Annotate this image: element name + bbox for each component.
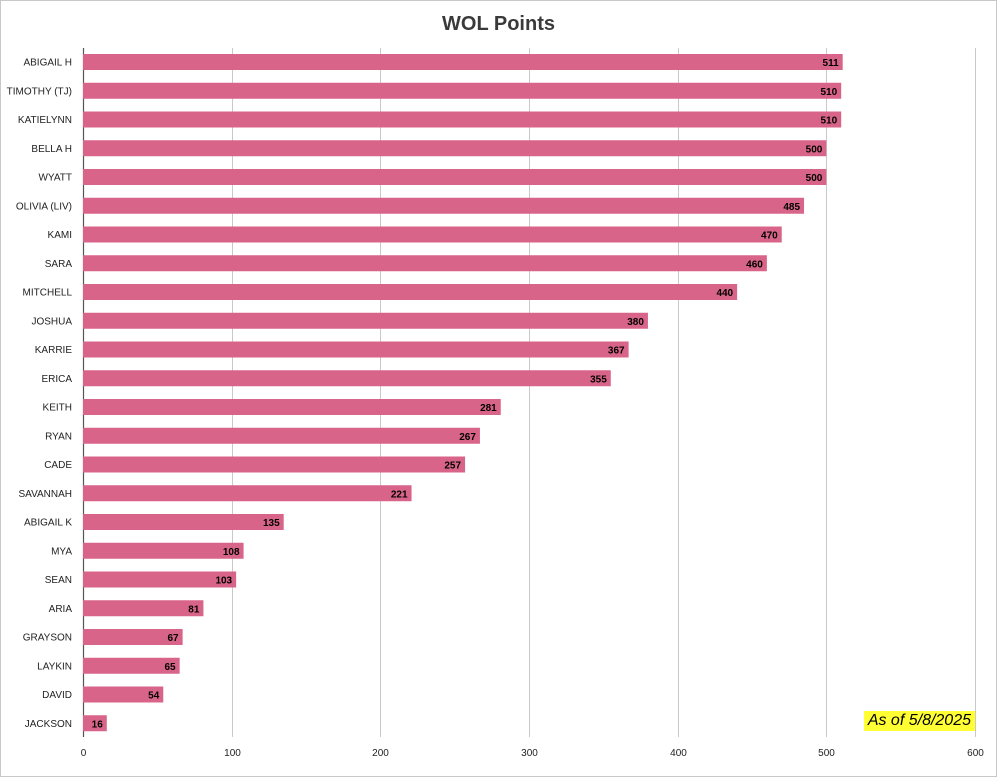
category-labels: ABIGAIL H TIMOTHY (TJ) KATIELYNN BELLA H WYA… bbox=[7, 58, 73, 730]
tick-label-100: 100 bbox=[224, 748, 241, 759]
category-label: MYA bbox=[51, 546, 72, 557]
bar bbox=[83, 370, 611, 387]
data-label: 16 bbox=[92, 719, 104, 730]
data-label: 500 bbox=[806, 144, 823, 155]
tick-label-0: 0 bbox=[81, 748, 87, 759]
category-label: ABIGAIL K bbox=[24, 518, 72, 529]
data-label: 460 bbox=[746, 259, 763, 270]
bar bbox=[83, 542, 244, 559]
category-label: CADE bbox=[44, 460, 72, 471]
data-label: 267 bbox=[459, 432, 476, 443]
data-label: 135 bbox=[263, 518, 280, 529]
data-label: 440 bbox=[716, 288, 733, 299]
data-label: 103 bbox=[215, 576, 232, 587]
data-label: 511 bbox=[823, 58, 840, 69]
category-label: RYAN bbox=[45, 431, 72, 442]
data-label: 485 bbox=[783, 202, 800, 213]
category-label: OLIVIA (LIV) bbox=[16, 201, 72, 212]
bar bbox=[83, 657, 180, 674]
data-labels: 511 510 510 500 500 485 470 460 440 380 367 355 281 2… bbox=[92, 58, 839, 730]
bar bbox=[83, 600, 204, 617]
data-label: 108 bbox=[223, 547, 240, 558]
category-label: DAVID bbox=[42, 690, 72, 701]
data-label: 281 bbox=[480, 403, 497, 414]
category-label: KEITH bbox=[43, 403, 72, 414]
bar bbox=[83, 82, 842, 99]
bar bbox=[83, 399, 501, 415]
category-label: KAMI bbox=[48, 230, 72, 241]
bar bbox=[83, 514, 284, 530]
bar bbox=[83, 427, 480, 444]
bar bbox=[83, 485, 412, 502]
category-label: MITCHELL bbox=[23, 288, 73, 299]
data-label: 65 bbox=[165, 662, 177, 673]
bar bbox=[83, 169, 827, 185]
bar bbox=[83, 571, 237, 588]
data-label: 510 bbox=[821, 87, 838, 98]
chart-title: WOL Points bbox=[442, 13, 555, 35]
category-label: LAYKIN bbox=[37, 661, 72, 672]
category-label: WYATT bbox=[38, 173, 72, 184]
data-label: 81 bbox=[188, 604, 200, 615]
data-label: 257 bbox=[444, 461, 461, 472]
category-label: ABIGAIL H bbox=[23, 58, 72, 69]
category-label: KATIELYNN bbox=[18, 115, 72, 126]
category-label: KARRIE bbox=[35, 345, 73, 356]
tick-label-200: 200 bbox=[372, 748, 389, 759]
category-label: JACKSON bbox=[25, 719, 72, 730]
bars bbox=[83, 54, 843, 732]
tick-label-500: 500 bbox=[818, 748, 835, 759]
category-label: BELLA H bbox=[31, 144, 72, 155]
category-label: ERICA bbox=[41, 374, 72, 385]
category-label: TIMOTHY (TJ) bbox=[7, 86, 72, 97]
bar bbox=[83, 312, 648, 329]
category-label: ARIA bbox=[49, 604, 73, 615]
category-label: SARA bbox=[45, 259, 73, 270]
bar bbox=[83, 197, 805, 214]
category-label: JOSHUA bbox=[31, 316, 72, 327]
date-note: As of 5/8/2025 bbox=[863, 711, 975, 731]
bar bbox=[83, 54, 843, 70]
bar bbox=[83, 284, 738, 300]
data-label: 355 bbox=[590, 374, 607, 385]
tick-label-300: 300 bbox=[521, 748, 538, 759]
bar bbox=[83, 140, 827, 157]
data-label: 500 bbox=[806, 173, 823, 184]
bar bbox=[83, 226, 782, 243]
tick-label-400: 400 bbox=[670, 748, 687, 759]
data-label: 54 bbox=[148, 691, 160, 702]
data-label: 380 bbox=[627, 317, 644, 328]
bar bbox=[83, 255, 767, 272]
bar bbox=[83, 341, 629, 358]
bar bbox=[83, 686, 164, 703]
tick-labels: 0 100 200 300 400 500 600 bbox=[81, 748, 985, 759]
data-label: 67 bbox=[167, 633, 179, 644]
tick-label-600: 600 bbox=[967, 748, 984, 759]
data-label: 470 bbox=[761, 231, 778, 242]
data-label: 367 bbox=[608, 346, 625, 357]
bar bbox=[83, 715, 107, 732]
gridlines bbox=[82, 48, 976, 737]
data-label: 510 bbox=[821, 116, 838, 127]
bar bbox=[83, 456, 466, 473]
category-label: GRAYSON bbox=[23, 633, 72, 644]
bar bbox=[83, 111, 842, 128]
category-label: SAVANNAH bbox=[18, 489, 72, 500]
data-label: 221 bbox=[391, 489, 408, 500]
category-label: SEAN bbox=[45, 575, 72, 586]
bar bbox=[83, 629, 183, 645]
